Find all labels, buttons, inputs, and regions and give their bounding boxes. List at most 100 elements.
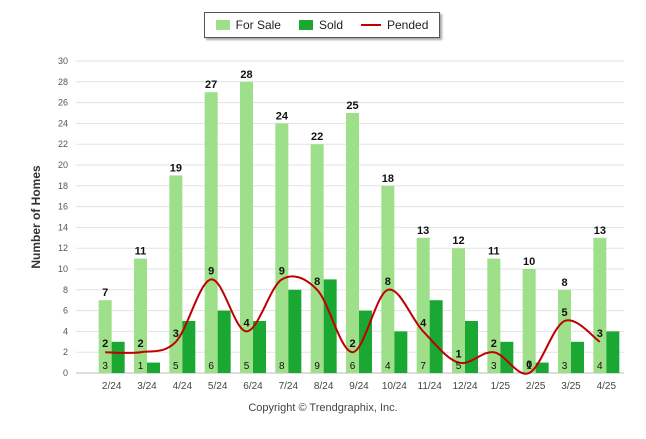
pended-line-icon xyxy=(361,24,381,26)
data-label-sold: 5 xyxy=(173,361,179,372)
x-tick-label: 5/24 xyxy=(208,381,228,392)
data-label-sold: 5 xyxy=(244,361,250,372)
data-label-sold: 3 xyxy=(102,361,108,372)
data-label-for-sale: 12 xyxy=(452,235,464,247)
bar-for-sale xyxy=(487,258,501,373)
y-tick-label: 0 xyxy=(63,368,68,378)
data-label-pended: 1 xyxy=(455,349,461,361)
bar-for-sale xyxy=(310,144,324,373)
y-tick-label: 12 xyxy=(58,243,68,253)
data-label-sold: 3 xyxy=(562,361,568,372)
bar-for-sale xyxy=(522,269,536,373)
x-tick-label: 7/24 xyxy=(279,381,299,392)
data-label-sold: 9 xyxy=(314,361,320,372)
bar-for-sale xyxy=(558,289,571,373)
data-label-pended: 5 xyxy=(561,307,567,319)
x-tick-label: 6/24 xyxy=(243,381,263,392)
x-tick-label: 2/24 xyxy=(102,381,122,392)
bar-for-sale xyxy=(275,123,289,374)
data-label-for-sale: 22 xyxy=(311,131,323,143)
bar-for-sale xyxy=(346,113,359,373)
bar-for-sale xyxy=(593,237,607,373)
y-tick-label: 2 xyxy=(63,347,68,357)
data-label-pended: 0 xyxy=(526,359,532,371)
bar-sold xyxy=(323,279,337,373)
bar-for-sale xyxy=(134,258,147,373)
bar-sold xyxy=(111,341,125,373)
data-label-sold: 3 xyxy=(491,361,497,372)
bar-sold xyxy=(606,331,620,373)
bar-for-sale xyxy=(381,185,395,373)
bar-sold xyxy=(217,310,231,373)
x-tick-label: 9/24 xyxy=(349,381,369,392)
data-label-for-sale: 24 xyxy=(276,110,289,122)
data-label-pended: 2 xyxy=(491,338,497,350)
legend-item-pended[interactable]: Pended xyxy=(361,18,428,32)
data-label-for-sale: 18 xyxy=(382,173,394,185)
data-label-pended: 3 xyxy=(597,328,603,340)
data-label-pended: 9 xyxy=(208,265,214,277)
x-tick-label: 10/24 xyxy=(382,381,407,392)
data-label-for-sale: 27 xyxy=(205,79,217,91)
bar-sold xyxy=(429,300,443,373)
bar-sold xyxy=(465,321,478,373)
y-tick-label: 28 xyxy=(58,77,68,87)
data-label-for-sale: 10 xyxy=(523,256,535,268)
y-tick-label: 22 xyxy=(58,139,68,149)
bar-sold xyxy=(182,321,196,373)
data-label-for-sale: 19 xyxy=(170,162,182,174)
legend-label-pended: Pended xyxy=(387,18,429,32)
data-label-sold: 4 xyxy=(385,361,391,372)
data-label-sold: 8 xyxy=(279,361,285,372)
x-tick-label: 3/24 xyxy=(137,381,157,392)
bar-sold xyxy=(288,289,302,373)
data-label-sold: 4 xyxy=(597,361,603,372)
y-tick-label: 4 xyxy=(63,326,68,336)
data-label-pended: 8 xyxy=(385,276,391,288)
bar-sold xyxy=(394,331,408,373)
bar-for-sale xyxy=(98,300,112,373)
y-tick-label: 8 xyxy=(63,285,68,295)
bar-sold xyxy=(535,362,549,373)
data-label-pended: 9 xyxy=(279,265,285,277)
data-label-for-sale: 13 xyxy=(417,225,429,237)
y-axis-label: Number of Homes xyxy=(29,165,43,269)
data-label-pended: 2 xyxy=(137,338,143,350)
y-tick-label: 16 xyxy=(58,202,68,212)
legend-item-sold[interactable]: Sold xyxy=(298,18,343,32)
y-tick-label: 30 xyxy=(58,56,68,66)
bar-for-sale xyxy=(169,175,183,373)
data-label-pended: 4 xyxy=(420,317,427,329)
y-tick-label: 14 xyxy=(58,222,68,232)
pended-line xyxy=(105,275,601,375)
y-tick-label: 20 xyxy=(58,160,68,170)
data-label-for-sale: 8 xyxy=(561,277,567,289)
x-tick-label: 11/24 xyxy=(418,381,443,392)
sold-swatch-icon xyxy=(298,20,313,30)
bar-for-sale xyxy=(452,248,465,373)
bar-sold xyxy=(571,341,584,373)
data-label-sold: 6 xyxy=(208,361,214,372)
data-label-sold: 5 xyxy=(456,361,462,372)
y-tick-label: 18 xyxy=(58,181,68,191)
data-label-pended: 2 xyxy=(349,338,355,350)
for-sale-swatch-icon xyxy=(215,20,230,30)
bar-sold xyxy=(147,362,160,373)
data-label-pended: 2 xyxy=(102,338,108,350)
data-label-sold: 1 xyxy=(526,361,532,372)
data-label-pended: 4 xyxy=(243,317,250,329)
bar-for-sale xyxy=(416,237,430,373)
data-label-sold: 7 xyxy=(420,361,426,372)
y-tick-label: 10 xyxy=(58,264,68,274)
data-label-for-sale: 25 xyxy=(346,100,358,112)
data-label-pended: 8 xyxy=(314,276,320,288)
data-label-sold: 6 xyxy=(350,361,356,372)
legend-item-for-sale[interactable]: For Sale xyxy=(215,18,281,32)
x-tick-label: 3/25 xyxy=(561,381,581,392)
data-label-for-sale: 28 xyxy=(240,69,252,81)
y-tick-label: 24 xyxy=(58,118,68,128)
x-tick-label: 4/25 xyxy=(597,381,617,392)
y-tick-label: 6 xyxy=(63,306,68,316)
